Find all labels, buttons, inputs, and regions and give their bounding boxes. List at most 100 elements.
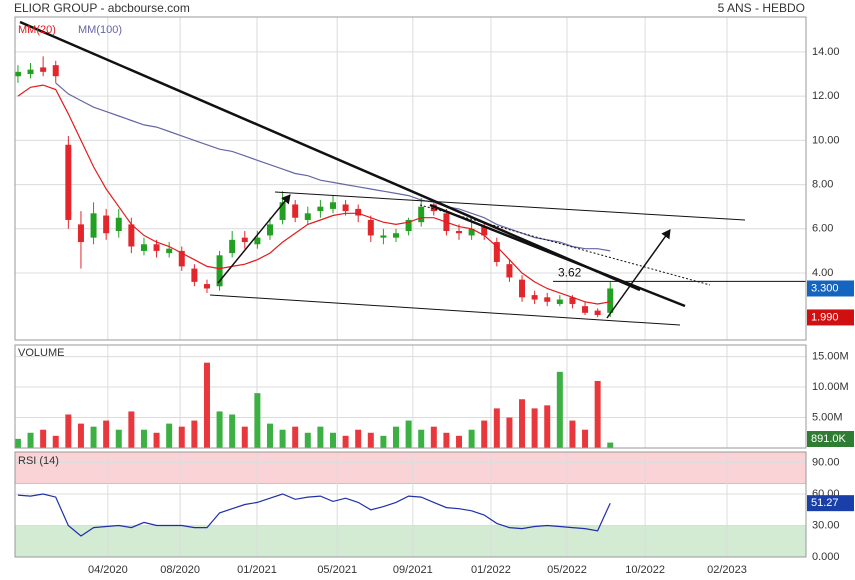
value-marker-label: 891.0K [811, 433, 847, 445]
volume-bar [569, 420, 576, 448]
candle-body [456, 231, 463, 234]
candle-body [405, 219, 412, 232]
volume-bar [14, 438, 21, 448]
candle-body [77, 224, 84, 243]
volume-bar [52, 435, 59, 448]
candle-body [544, 297, 551, 302]
volume-bar [355, 429, 362, 448]
volume-bar [203, 362, 210, 448]
legend-entry: MM(100) [78, 24, 122, 36]
y-tick-label: 12.00 [812, 90, 840, 102]
volume-bar [191, 420, 198, 448]
x-tick-label: 04/2020 [88, 564, 128, 576]
y-tick-label: 15.00M [812, 350, 849, 362]
volume-bar [153, 432, 160, 448]
rsi-line [17, 493, 611, 537]
volume-bar [140, 429, 147, 448]
legend-entry: MM(20) [18, 24, 56, 36]
candle-body [582, 306, 589, 313]
value-marker [807, 280, 854, 297]
volume-bar [556, 371, 563, 448]
marks [14, 56, 806, 537]
x-tick-label: 05/2022 [547, 564, 587, 576]
volume-bar [405, 420, 412, 448]
volume-bar [304, 432, 311, 448]
volume-bar [519, 399, 526, 448]
candle-body [203, 284, 210, 289]
volume-bar [128, 411, 135, 448]
volume-bar [582, 429, 589, 448]
candle-body [178, 250, 185, 267]
y-tick-label: 90.00 [812, 456, 840, 468]
x-tick-label: 08/2020 [160, 564, 200, 576]
y-tick-label: 10.00M [812, 381, 849, 393]
volume-bar [456, 435, 463, 448]
volume-bar [317, 426, 324, 448]
panel-frame [14, 344, 807, 449]
candle-body [216, 255, 223, 287]
candle-body [569, 297, 576, 304]
volume-bar [77, 423, 84, 448]
volume-bar [40, 429, 47, 448]
x-tick-label: 01/2022 [471, 564, 511, 576]
candle-body [594, 310, 601, 316]
moving-average [17, 84, 611, 305]
candle-body [304, 213, 311, 220]
volume-bar [367, 432, 374, 448]
candle-body [380, 235, 387, 238]
panel-title: VOLUME [18, 347, 64, 359]
volume-bar [229, 414, 236, 448]
trend-line [19, 20, 641, 292]
candle-body [90, 213, 97, 238]
volume-bar [468, 429, 475, 448]
y-tick-label: 30.00 [812, 519, 840, 531]
background [15, 17, 806, 558]
candle-body [153, 244, 160, 251]
x-tick-label: 09/2021 [393, 564, 433, 576]
level-label: 3.62 [558, 266, 582, 280]
candle-body [506, 264, 513, 278]
value-marker-label: 3.300 [811, 282, 839, 294]
candle-body [556, 299, 563, 304]
y-tick-label: 4.00 [812, 267, 833, 279]
volume-bar [506, 417, 513, 448]
volume-bar [292, 426, 299, 448]
volume-bar [166, 423, 173, 448]
x-tick-label: 02/2023 [707, 564, 747, 576]
candle-body [279, 202, 286, 220]
volume-bar [493, 408, 500, 448]
value-marker [807, 431, 854, 447]
candle-body [367, 219, 374, 236]
candle-body [27, 69, 34, 75]
volume-bar [279, 429, 286, 448]
volume-bar [430, 426, 437, 448]
candle-body [128, 224, 135, 247]
candle-body [166, 248, 173, 254]
value-marker-label: 51.27 [811, 497, 839, 509]
y-tick-label: 8.00 [812, 178, 833, 190]
candle-body [229, 239, 236, 254]
value-marker [807, 495, 854, 512]
candle-body [493, 242, 500, 262]
y-tick-label: 5.00M [812, 411, 843, 423]
candle-body [393, 233, 400, 238]
y-tick-label: 6.00 [812, 223, 833, 235]
candle-body [115, 217, 122, 232]
value-marker-label: 1.990 [811, 311, 839, 323]
candle-body [342, 204, 349, 212]
candle-body [14, 71, 21, 77]
candle-body [140, 244, 147, 251]
volume-bar [418, 429, 425, 448]
volume-bar [115, 429, 122, 448]
candle-body [519, 279, 526, 298]
panel-frame [14, 451, 807, 558]
chart-subtitle: 5 ANS - HEBDO [718, 1, 805, 15]
x-tick-label: 10/2022 [625, 564, 665, 576]
candle-body [266, 224, 273, 236]
volume-bar [90, 426, 97, 448]
band [15, 452, 806, 484]
candle-body [52, 65, 59, 77]
value-marker [807, 309, 854, 326]
volume-bar [241, 426, 248, 448]
